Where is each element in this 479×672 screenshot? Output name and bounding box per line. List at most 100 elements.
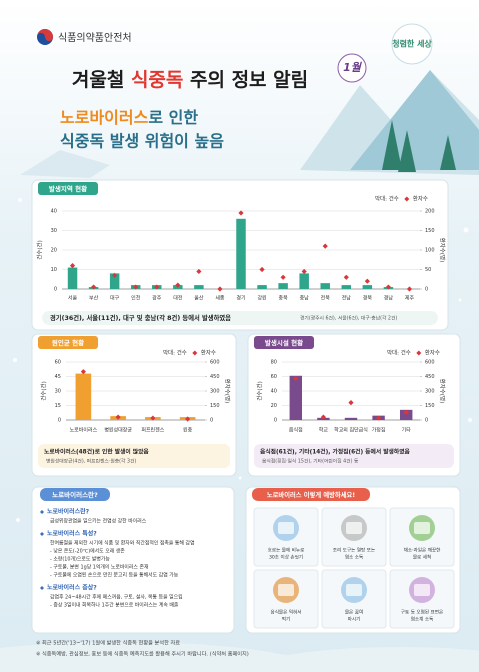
y-tick-label: 0 bbox=[274, 418, 277, 424]
main-title: 겨울철 식중독 주의 정보 알림 bbox=[72, 69, 308, 91]
chart-title: 발생시설 현황 bbox=[265, 338, 303, 347]
patient-marker bbox=[238, 210, 244, 216]
info-line: - 소량(10개)으로도 발병가능 bbox=[50, 556, 110, 563]
patient-marker bbox=[322, 243, 328, 249]
patient-marker bbox=[90, 284, 97, 290]
bar bbox=[341, 285, 352, 289]
month-badge-text: 1월 bbox=[343, 61, 363, 74]
legend-label: 환자수 bbox=[201, 349, 216, 357]
y-tick-label: 30 bbox=[55, 389, 61, 395]
agency-logo-part bbox=[37, 29, 53, 41]
y2-tick-label: 200 bbox=[425, 209, 435, 215]
chart-title: 발생지역 현황 bbox=[49, 184, 87, 193]
y-tick-label: 60 bbox=[55, 360, 61, 366]
tip-caption: 구토 등 오염된 표면은 bbox=[401, 609, 443, 616]
patient-marker bbox=[259, 266, 265, 273]
info-line: - 구토물에 오염된 손으로 만진 문고리 등을 통해서도 감염 가능 bbox=[50, 572, 179, 579]
slogan-badge bbox=[391, 23, 433, 65]
notes-box bbox=[254, 444, 454, 468]
chart-panel bbox=[247, 333, 461, 477]
y-tick-label: 15 bbox=[55, 403, 61, 409]
bar bbox=[67, 267, 78, 289]
bullet bbox=[40, 586, 44, 590]
bar bbox=[194, 285, 204, 289]
legend-label: 막대: 건수 bbox=[163, 349, 187, 357]
note-detail: 음식점(횟집·일식 15건), 기타(어린이집 4건) 등 bbox=[262, 458, 359, 465]
y-tick-label: 40 bbox=[271, 389, 277, 395]
patient-marker bbox=[196, 268, 202, 275]
info-heading: 노로바이러스란? bbox=[47, 508, 90, 516]
y2-axis-label: 환자수(명) bbox=[439, 238, 447, 263]
x-tick-label: 대전 bbox=[173, 295, 183, 302]
bar bbox=[399, 409, 413, 420]
patient-marker bbox=[406, 286, 413, 292]
tip-caption: 흐르는 물에 비누로 bbox=[268, 547, 305, 554]
info-line: - 증상 3일이내 회복하나 1주간 분변으로 바이러스는 계속 배출 bbox=[50, 602, 179, 609]
patient-marker bbox=[154, 284, 160, 290]
subtitle: 노로바이러스로 인한 bbox=[60, 108, 198, 127]
y-axis-label: 건수(건) bbox=[257, 381, 264, 400]
patient-marker bbox=[364, 278, 370, 284]
chart-tab bbox=[38, 336, 98, 349]
prevention-tab bbox=[252, 488, 370, 501]
x-tick-label: 경기 bbox=[236, 295, 245, 302]
agency-name: 식품의약품안전처 bbox=[58, 32, 132, 44]
x-tick-label: 노로바이러스 bbox=[70, 427, 98, 434]
trees bbox=[382, 120, 456, 172]
bottom-hills bbox=[0, 642, 479, 672]
y2-tick-label: 100 bbox=[425, 248, 435, 254]
patient-marker bbox=[185, 416, 191, 422]
note-detail: 경기(광주시 6건), 서울(6건), 대구·충남(각 2건) bbox=[300, 315, 397, 322]
x-tick-label: 학교외 집단급식 bbox=[334, 427, 368, 434]
patient-marker bbox=[217, 286, 223, 292]
title-part: 겨울철 bbox=[72, 69, 131, 91]
chart-tab bbox=[254, 336, 314, 349]
y2-tick-label: 150 bbox=[425, 403, 435, 409]
y-tick-label: 10 bbox=[51, 267, 57, 273]
tip-caption: 물은 끓여 bbox=[345, 609, 363, 616]
y2-tick-label: 150 bbox=[210, 403, 220, 409]
bar bbox=[289, 375, 303, 420]
y2-tick-label: 300 bbox=[210, 389, 220, 395]
x-tick-label: 부산 bbox=[89, 295, 99, 302]
tip-icon-detail bbox=[414, 522, 430, 534]
y2-tick-label: 450 bbox=[425, 374, 435, 380]
bar bbox=[109, 273, 120, 289]
patient-marker bbox=[69, 263, 76, 269]
y-axis-label: 건수(건) bbox=[37, 240, 44, 259]
bar bbox=[344, 417, 358, 420]
y-tick-label: 40 bbox=[51, 209, 57, 215]
tip-icon-detail bbox=[278, 522, 294, 534]
patient-marker bbox=[301, 268, 307, 275]
bar bbox=[299, 273, 309, 289]
y-tick-label: 80 bbox=[271, 360, 277, 366]
title-part: 주의 정보 알림 bbox=[183, 69, 308, 91]
patient-marker bbox=[385, 284, 392, 290]
bar bbox=[75, 373, 92, 420]
info-line: - 구토물, 분변 1g당 1억개의 노로바이러스 존재 bbox=[50, 564, 149, 571]
tip-caption: 30초 이상 손씻기 bbox=[269, 554, 303, 561]
info-heading: 노로바이러스 증상? bbox=[47, 584, 97, 592]
x-tick-label: 경북 bbox=[363, 295, 373, 302]
info-heading: 노로바이러스 특성? bbox=[47, 530, 97, 538]
x-tick-label: 충북 bbox=[279, 295, 289, 302]
tip-caption: 물로 세척 bbox=[413, 554, 431, 561]
tip-icon-detail bbox=[346, 522, 362, 534]
legend-label: 환자수 bbox=[413, 195, 428, 203]
x-tick-label: 대구 bbox=[110, 295, 120, 302]
snow-hill bbox=[20, 150, 110, 178]
note-detail: 병원성대장균(4건), 퍼프린젠스·원충(각 3건) bbox=[46, 458, 136, 465]
subtitle-part: 로 인한 bbox=[148, 108, 198, 127]
y-tick-label: 30 bbox=[51, 228, 57, 234]
x-tick-label: 음식점 bbox=[289, 427, 303, 434]
subtitle-part: 노로바이러스 bbox=[60, 108, 149, 127]
x-tick-label: 울산 bbox=[194, 295, 204, 302]
patient-marker bbox=[112, 272, 118, 278]
bar bbox=[257, 285, 267, 289]
patient-marker bbox=[133, 284, 139, 290]
patient-marker bbox=[320, 414, 326, 420]
note-main: 경기(36건), 서울(11건), 대구 및 충남(각 8건) 등에서 발생하였… bbox=[50, 313, 231, 322]
x-tick-label: 전남 bbox=[342, 295, 352, 302]
y2-tick-label: 0 bbox=[210, 418, 213, 424]
info-line: - 낮은 온도(-20℃)에서도 오래 생존 bbox=[50, 548, 125, 555]
